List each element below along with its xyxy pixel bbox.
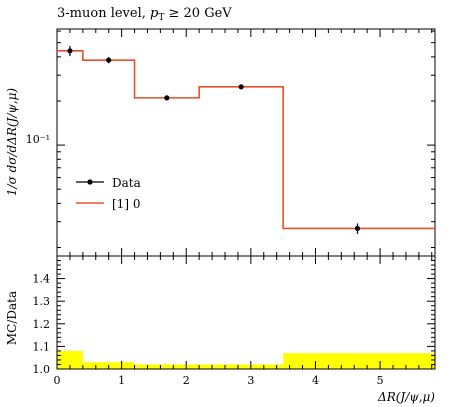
ratio-band-segment [57,350,83,369]
data-point [238,84,244,90]
legend-data-marker [87,179,93,185]
ratio-x-ticks: 0 1 2 3 4 5 [54,256,433,387]
ratio-x-tick-label: 3 [247,374,254,387]
chart-title: 3-muon level, pT ≥ 20 GeV [57,6,232,23]
legend-data-label: Data [112,176,141,190]
main-panel: 10⁻¹ 1/σ dσ/dΔR(J/ψ,μ) Data [1] 0 [5,28,436,257]
ratio-x-tick-label: 1 [118,374,125,387]
ratio-y-ticks: 1.0 1.1 1.2 1.3 1.4 [33,255,435,376]
ratio-y-axis-label: MC/Data [5,291,19,345]
ratio-y-tick-label: 1.4 [33,273,51,286]
main-y-axis-label: 1/σ dσ/dΔR(J/ψ,μ) [5,88,19,197]
ratio-x-tick-label: 2 [183,374,190,387]
main-y-ticks [57,30,435,249]
ratio-y-tick-label: 1.1 [33,340,51,353]
ratio-y-tick-label: 1.3 [33,295,51,308]
data-point [67,48,73,54]
main-y-tick-label: 10⁻¹ [26,133,50,146]
ratio-band [57,350,435,370]
data-points [67,45,361,234]
legend: Data [1] 0 [76,176,141,211]
data-point [164,95,170,101]
ratio-y-tick-label: 1.2 [33,318,51,331]
data-point [354,225,361,232]
ratio-band-segment [283,353,435,369]
ratio-plot-frame [56,255,436,370]
main-plot-frame [56,28,436,257]
x-axis-label: ΔR(J/ψ,μ) [377,390,435,404]
ratio-x-tick-label: 4 [312,374,319,387]
ratio-x-tick-label: 5 [377,374,384,387]
legend-mc-label: [1] 0 [112,197,140,211]
ratio-panel: 1.0 1.1 1.2 1.3 1.4 0 1 2 3 4 5 MC/Data ΔR(J/ψ,μ) [5,255,436,404]
ratio-x-tick-label: 0 [54,374,61,387]
main-x-ticks [56,29,433,256]
ratio-band-segment [134,364,200,369]
data-point [106,57,112,63]
ratio-band-segment [199,364,284,369]
ratio-y-tick-label: 1.0 [33,363,51,376]
